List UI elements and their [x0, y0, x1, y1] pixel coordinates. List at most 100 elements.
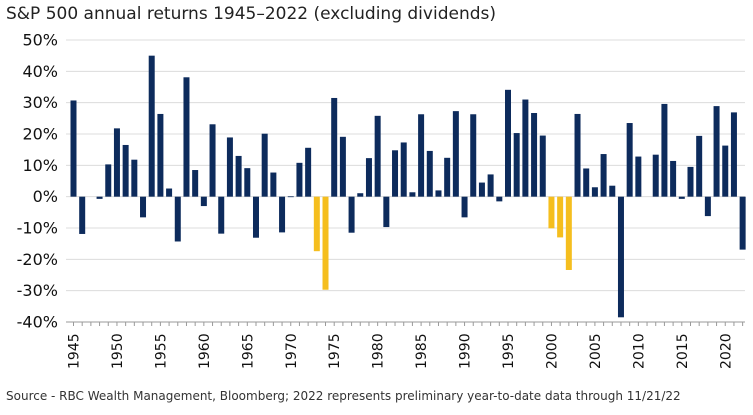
- bar-1961: [209, 124, 216, 197]
- bars: [70, 55, 746, 318]
- x-tick-label: 1995: [501, 333, 517, 369]
- x-tick-label: 1950: [110, 333, 126, 369]
- bar-1973: [313, 196, 320, 252]
- bar-1993: [487, 174, 494, 197]
- bar-2022: [739, 196, 746, 250]
- bar-1997: [522, 99, 529, 197]
- x-tick-label: 1965: [240, 333, 256, 369]
- bar-1956: [166, 188, 173, 197]
- x-tick-label: 1960: [197, 333, 213, 369]
- bar-2006: [600, 154, 607, 197]
- bar-1970: [287, 196, 294, 198]
- bar-2016: [687, 166, 694, 197]
- bar-2005: [591, 187, 598, 197]
- x-tick-label: 1975: [327, 333, 343, 369]
- bar-2010: [635, 156, 642, 197]
- bar-1955: [157, 113, 164, 197]
- bar-1971: [296, 162, 303, 197]
- bar-1966: [252, 196, 259, 238]
- bar-1954: [148, 55, 155, 197]
- x-tick-label: 1990: [458, 333, 474, 369]
- bar-1998: [531, 113, 538, 197]
- bar-1948: [96, 196, 103, 199]
- x-tick-label: 1970: [284, 333, 300, 369]
- bar-1979: [365, 158, 372, 197]
- bar-1975: [331, 97, 338, 197]
- bar-1974: [322, 196, 329, 290]
- y-tick-label: 10%: [22, 156, 58, 175]
- bar-2014: [670, 160, 677, 197]
- x-axis-tick-labels: 1945 1950 1955 1960 1965 1970 1975 1980 1985 1990…: [67, 333, 735, 369]
- bar-1968: [270, 172, 277, 197]
- y-tick-label: 50%: [22, 31, 58, 50]
- x-axis: [66, 321, 745, 326]
- bar-1996: [513, 133, 520, 197]
- bar-1991: [470, 114, 477, 197]
- bar-1969: [279, 196, 286, 233]
- x-tick-label: 1955: [153, 333, 169, 369]
- bar-2012: [652, 154, 659, 197]
- y-axis-tick-labels: 50% 40% 30% 20% 10% 0% -10% -20% -30% -40%: [17, 31, 58, 332]
- bar-2001: [557, 196, 564, 238]
- bar-2021: [730, 112, 737, 197]
- y-tick-label: -20%: [17, 250, 58, 269]
- bar-2013: [661, 103, 668, 197]
- bar-1965: [244, 168, 251, 197]
- bar-1987: [435, 190, 442, 197]
- bar-1980: [374, 115, 381, 197]
- bar-1984: [409, 192, 416, 197]
- bar-1999: [539, 135, 546, 197]
- bar-2000: [548, 196, 555, 229]
- bar-1950: [113, 128, 120, 197]
- bar-1978: [357, 193, 364, 197]
- x-tick-label: 2000: [544, 333, 560, 369]
- x-tick-label: 1980: [371, 333, 387, 369]
- bar-2017: [696, 135, 703, 197]
- bar-1960: [200, 196, 207, 207]
- y-tick-label: -30%: [17, 281, 58, 300]
- bar-1957: [174, 196, 181, 242]
- bar-1964: [235, 155, 242, 197]
- bar-1982: [392, 150, 399, 197]
- bar-2002: [565, 196, 572, 270]
- bar-1995: [505, 89, 511, 197]
- bar-1992: [478, 182, 485, 197]
- y-tick-label: 20%: [22, 125, 58, 144]
- y-tick-label: -40%: [17, 313, 58, 332]
- x-tick-label: 2015: [675, 333, 691, 369]
- y-tick-label: 40%: [22, 62, 58, 81]
- bar-1959: [192, 170, 199, 197]
- bar-1952: [131, 159, 138, 197]
- bar-2008: [617, 196, 624, 318]
- bar-2018: [704, 196, 711, 217]
- x-tick-label: 1945: [67, 333, 83, 369]
- x-tick-label: 2010: [631, 333, 647, 369]
- bar-1989: [452, 111, 459, 197]
- y-tick-label: 0%: [33, 187, 58, 206]
- bar-1986: [426, 150, 433, 197]
- bar-1988: [444, 157, 451, 197]
- source-note: Source - RBC Wealth Management, Bloomber…: [6, 389, 681, 403]
- bar-1958: [183, 77, 190, 197]
- bar-1981: [383, 196, 390, 228]
- chart-title: S&P 500 annual returns 1945–2022 (exclud…: [6, 4, 496, 24]
- bar-2019: [713, 106, 720, 197]
- bar-1949: [105, 164, 112, 197]
- bar-2004: [583, 168, 590, 197]
- bar-1994: [496, 196, 503, 202]
- bar-1967: [261, 133, 268, 197]
- bar-1985: [418, 114, 425, 197]
- bar-1972: [305, 147, 312, 197]
- y-tick-label: -10%: [17, 219, 58, 238]
- bar-2003: [574, 113, 581, 197]
- bar-2007: [609, 185, 616, 197]
- x-tick-label: 1985: [414, 333, 430, 369]
- x-tick-label: 2020: [718, 333, 734, 369]
- bar-1983: [400, 142, 407, 197]
- bar-1963: [226, 137, 233, 197]
- bar-chart: 50%40%30%20%10%0%-10%-20%-30%-40% 1945 19…: [17, 31, 746, 369]
- bar-2020: [722, 145, 729, 197]
- bar-1976: [339, 136, 346, 197]
- bar-2015: [678, 196, 685, 199]
- bar-1962: [218, 196, 225, 234]
